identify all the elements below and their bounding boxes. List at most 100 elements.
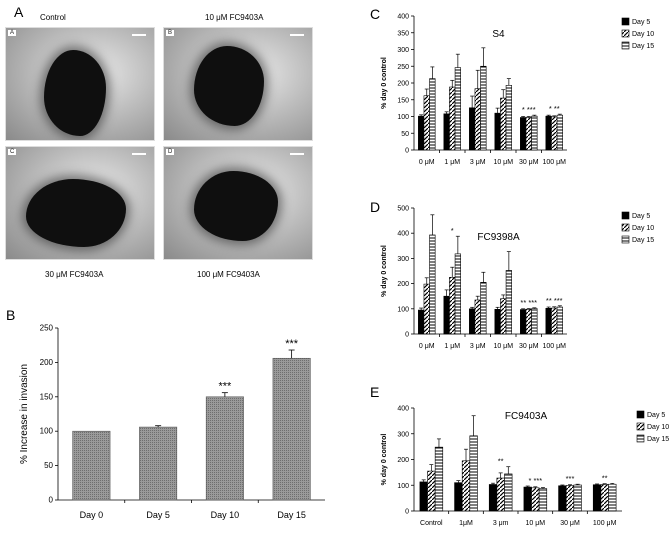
bar xyxy=(525,117,532,151)
bar xyxy=(500,298,507,335)
bar xyxy=(505,270,512,335)
y-tick-label: 200 xyxy=(397,81,409,88)
legend-label: Day 15 xyxy=(632,43,654,50)
x-tick-label: Day 5 xyxy=(146,510,170,520)
x-tick-label: 100 μM xyxy=(593,520,617,527)
bar xyxy=(272,357,311,501)
bar xyxy=(423,283,430,335)
bar xyxy=(423,95,430,151)
bar xyxy=(504,473,513,512)
y-tick-label: 150 xyxy=(40,392,54,401)
micrograph-100um: D xyxy=(163,146,313,260)
micrograph-tag: D xyxy=(166,149,175,155)
bar xyxy=(520,117,527,151)
y-tick-label: 0 xyxy=(405,332,409,339)
legend-label: Day 10 xyxy=(647,424,669,431)
micrograph-30um: C xyxy=(5,146,155,260)
legend-label: Day 5 xyxy=(632,19,650,26)
bar xyxy=(449,86,456,151)
y-tick-label: 100 xyxy=(397,483,409,490)
y-tick-label: 250 xyxy=(40,324,54,333)
y-tick-label: 400 xyxy=(397,406,409,413)
x-tick-label: 10 μM xyxy=(493,159,513,166)
x-tick-label: Day 10 xyxy=(211,510,240,520)
x-tick-label: 10 μM xyxy=(526,520,546,527)
legend-swatch xyxy=(636,434,645,443)
y-axis-label: % Increase in invasion xyxy=(19,364,30,464)
legend-swatch xyxy=(621,41,630,50)
bar xyxy=(454,67,461,151)
bar xyxy=(427,470,436,512)
y-tick-label: 300 xyxy=(397,431,409,438)
y-tick-label: 300 xyxy=(397,47,409,54)
micrograph-caption-100um: 100 μM FC9403A xyxy=(197,270,260,279)
bar xyxy=(139,426,178,501)
x-tick-label: 0 μM xyxy=(419,343,435,350)
bar xyxy=(454,482,463,512)
x-tick-label: 0 μM xyxy=(419,159,435,166)
bar xyxy=(434,446,444,512)
panel-letter-e: E xyxy=(370,384,379,400)
bar xyxy=(429,78,436,151)
bar xyxy=(565,485,575,512)
y-tick-label: 200 xyxy=(397,457,409,464)
bar xyxy=(538,488,548,512)
y-axis-label: % day 0 control xyxy=(381,57,388,109)
bar xyxy=(505,85,512,151)
legend-swatch xyxy=(621,29,630,38)
x-tick-label: 30 μM xyxy=(560,520,580,527)
y-tick-label: 100 xyxy=(397,306,409,313)
micrograph-tag: C xyxy=(8,149,17,155)
bar xyxy=(556,114,563,151)
bar xyxy=(72,430,111,501)
bar xyxy=(494,309,501,335)
bar xyxy=(443,113,450,151)
x-tick-label: 1μM xyxy=(459,520,473,527)
bar xyxy=(496,477,505,512)
bar xyxy=(461,460,471,512)
y-tick-label: 100 xyxy=(397,114,409,121)
bar xyxy=(531,487,540,512)
bar xyxy=(520,309,527,335)
micrograph-10um: B xyxy=(163,27,313,141)
x-tick-label: 10 μM xyxy=(493,343,513,350)
panel-letter-b: B xyxy=(6,307,15,323)
x-tick-label: 100 μM xyxy=(543,159,567,166)
x-tick-label: 1 μM xyxy=(444,343,460,350)
x-tick-label: 1 μM xyxy=(444,159,460,166)
x-tick-label: 100 μM xyxy=(543,343,567,350)
y-axis-label: % day 0 control xyxy=(381,434,388,486)
bar xyxy=(494,112,501,151)
bar xyxy=(443,295,450,335)
y-tick-label: 0 xyxy=(405,148,409,155)
significance-label: *** xyxy=(285,338,299,350)
micrograph-caption-30um: 30 μM FC9403A xyxy=(45,270,104,279)
legend-label: Day 5 xyxy=(632,213,650,220)
micrograph-tag: A xyxy=(8,30,17,36)
chart-b: 0 50 100 150 200 250 % Increase in invasion Day… xyxy=(19,324,325,520)
chart-c: 0 50 100 150 200 250 300 350 400 % day 0 control 0… xyxy=(381,14,654,167)
y-tick-label: 400 xyxy=(397,231,409,238)
significance-label: * *** xyxy=(522,105,536,114)
x-tick-label: Day 0 xyxy=(80,510,104,520)
chart-d: 0 100 200 300 400 500 % day 0 control 0 μM 1 μM 3… xyxy=(381,206,654,351)
bar xyxy=(480,65,487,151)
legend-swatch xyxy=(636,422,645,431)
legend-label: Day 10 xyxy=(632,225,654,232)
bar xyxy=(205,396,244,501)
x-tick-label: 3 μm xyxy=(493,520,509,527)
significance-label: * ** xyxy=(549,104,560,113)
significance-label: *** xyxy=(218,381,232,393)
bar xyxy=(469,308,476,335)
bar xyxy=(531,115,538,151)
bar xyxy=(500,97,507,151)
significance-label: * *** xyxy=(528,476,542,485)
bar xyxy=(480,282,487,335)
legend-swatch xyxy=(636,410,645,419)
bar xyxy=(592,484,602,512)
bar xyxy=(454,253,461,335)
bar xyxy=(545,307,552,335)
bar xyxy=(474,88,481,151)
x-tick-label: 3 μM xyxy=(470,343,486,350)
